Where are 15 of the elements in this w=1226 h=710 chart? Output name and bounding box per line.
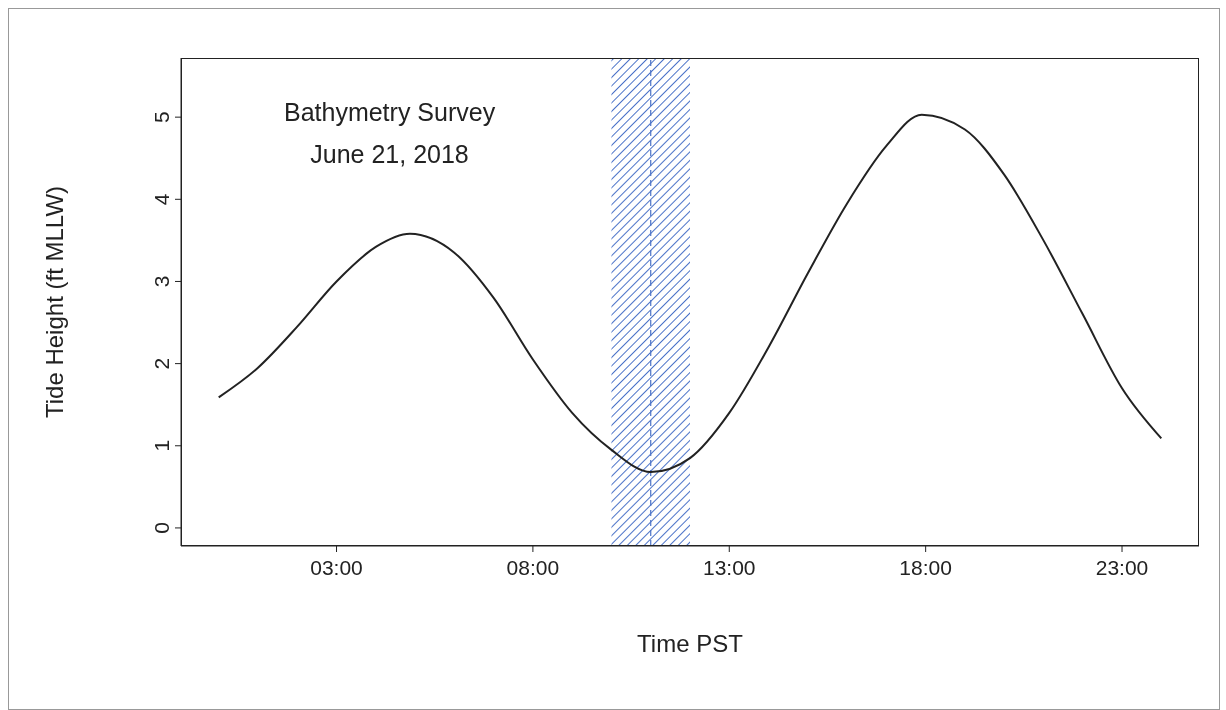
y-tick-label: 3: [150, 275, 173, 288]
x-tick-label: 23:00: [1095, 555, 1149, 579]
y-tick-label: 0: [150, 522, 173, 534]
x-tick-label: 08:00: [506, 555, 560, 579]
x-axis-title: Time PST: [637, 630, 744, 657]
y-tick-label: 1: [150, 439, 173, 452]
y-tick-label: 5: [150, 111, 173, 123]
x-tick-label: 03:00: [310, 555, 363, 579]
x-tick-label: 13:00: [702, 555, 756, 579]
y-axis-title: Tide Height (ft MLLW): [40, 185, 68, 419]
y-tick-label: 2: [150, 357, 173, 370]
y-tick-label: 4: [150, 193, 173, 206]
annotation: June 21, 2018: [309, 140, 470, 169]
annotation: Bathymetry Survey: [282, 98, 497, 127]
x-tick-label: 18:00: [899, 555, 952, 579]
